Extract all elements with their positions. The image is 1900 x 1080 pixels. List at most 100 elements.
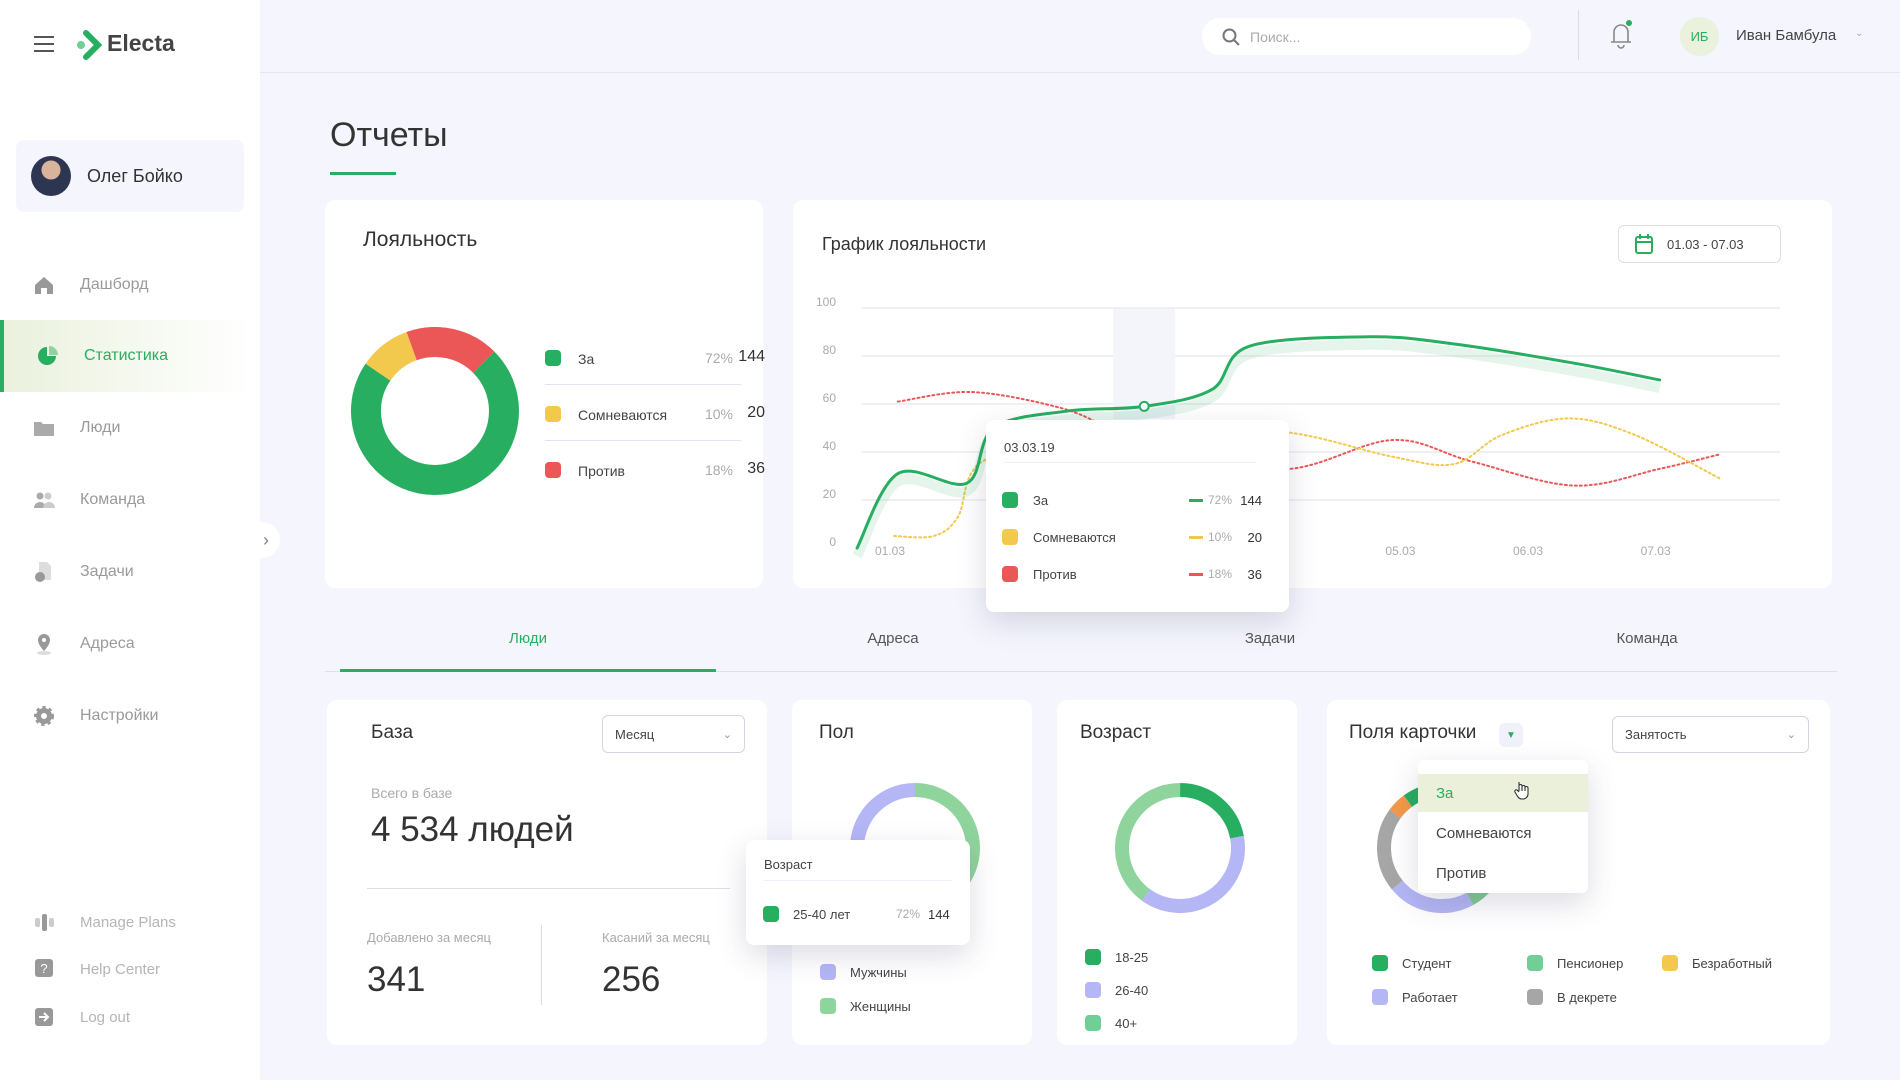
date-range-button[interactable]: 01.03 - 07.03 xyxy=(1618,225,1781,263)
user-name[interactable]: Иван Бамбула xyxy=(1736,27,1837,44)
sidebar-item-7[interactable]: Настройки xyxy=(0,680,252,752)
avatar xyxy=(31,156,71,196)
sidebar-item-label: Адреса xyxy=(80,635,135,652)
base-title: База xyxy=(371,722,414,743)
search-placeholder: Поиск... xyxy=(1250,28,1301,45)
series-line-за[interactable] xyxy=(855,335,1662,550)
y-tick-label: 40 xyxy=(823,439,837,453)
legend-swatch xyxy=(820,998,836,1014)
period-value: Месяц xyxy=(615,726,655,742)
tooltip-row-label: Сомневаются xyxy=(1033,530,1116,545)
tooltip-title: Возраст xyxy=(764,857,813,872)
legend-label: Работает xyxy=(1402,989,1458,1005)
sidebar-item-label: Команда xyxy=(80,491,146,508)
tab-4[interactable]: Команда xyxy=(1616,630,1678,647)
tooltip-row-percent: 18% xyxy=(1208,567,1233,581)
sidebar-manage-plans-link[interactable]: Manage Plans xyxy=(0,904,252,940)
legend-label: 40+ xyxy=(1115,1015,1138,1031)
hover-column xyxy=(1113,309,1176,419)
loyalty-chart-card: График лояльности 01.03 - 07.03 xyxy=(793,200,1832,588)
dropdown-option[interactable]: Сомневаются xyxy=(1436,824,1532,842)
legend-percent: 18% xyxy=(704,462,733,478)
sidebar-item-2[interactable]: Статистика xyxy=(0,320,252,392)
legend-swatch xyxy=(1002,529,1018,545)
user-menu-chevron-icon[interactable]: ⌄ xyxy=(1855,28,1864,39)
y-tick-label: 80 xyxy=(823,343,837,357)
help-icon: ? xyxy=(35,959,53,977)
bell-icon[interactable] xyxy=(1608,18,1634,50)
chevron-down-icon: ⌄ xyxy=(722,728,732,741)
employment-select[interactable]: Занятость ⌄ xyxy=(1612,716,1809,753)
age-donut xyxy=(1115,783,1245,913)
notification-dot xyxy=(1626,20,1632,26)
date-range-label: 01.03 - 07.03 xyxy=(1667,236,1744,252)
sidebar-item-6[interactable]: Адреса xyxy=(0,608,252,680)
gear-icon xyxy=(34,706,54,726)
legend-label: Против xyxy=(578,463,625,479)
tab-2[interactable]: Адреса xyxy=(867,630,919,647)
touches-value: 256 xyxy=(602,960,661,999)
tooltip-row-percent: 10% xyxy=(1208,530,1233,544)
x-tick-label: 05.03 xyxy=(1385,544,1415,558)
dropdown-option[interactable]: За xyxy=(1418,774,1588,812)
tab-3[interactable]: Задачи xyxy=(1244,630,1296,647)
legend-item: 18-25 xyxy=(1085,949,1148,965)
tooltip-percent: 72% xyxy=(896,907,921,921)
legend-swatch xyxy=(763,906,779,922)
legend-swatch xyxy=(1527,955,1543,971)
x-tick-label: 01.03 xyxy=(875,544,905,558)
tooltip-row-value: 20 xyxy=(1247,530,1262,545)
tooltip-divider xyxy=(1004,462,1256,463)
legend-item: Работает xyxy=(1372,989,1458,1005)
hover-point[interactable] xyxy=(1138,400,1150,412)
y-tick-label: 20 xyxy=(823,487,837,501)
profile-card[interactable]: Олег Бойко xyxy=(16,140,244,212)
sidebar-item-3[interactable]: Люди xyxy=(0,392,252,464)
period-select[interactable]: Месяц ⌄ xyxy=(602,715,745,753)
sidebar-item-1[interactable]: Дашборд xyxy=(0,249,252,321)
series-glow xyxy=(852,339,1661,559)
users-icon xyxy=(34,492,55,508)
hamburger-menu-icon[interactable] xyxy=(34,36,54,52)
legend-swatch xyxy=(1002,566,1018,582)
legend-swatch xyxy=(1085,1015,1101,1031)
loyalty-donut xyxy=(351,327,519,495)
legend-swatch xyxy=(545,462,561,478)
dropdown-option[interactable]: Против xyxy=(1436,864,1487,882)
x-tick-label: 07.03 xyxy=(1641,544,1671,558)
age-card: Возраст 18-25 26-40 40+ xyxy=(1057,700,1297,1045)
series-line-против[interactable] xyxy=(896,390,1721,487)
donut-segment-безработный xyxy=(1377,783,1507,913)
legend-swatch xyxy=(1372,989,1388,1005)
tooltip-label: 25-40 лет xyxy=(793,907,851,922)
y-tick-label: 0 xyxy=(829,535,836,549)
legend-swatch xyxy=(1002,492,1018,508)
legend-label: В декрете xyxy=(1557,989,1617,1005)
divider xyxy=(545,440,741,441)
tab-1[interactable]: Люди xyxy=(509,630,547,647)
user-avatar[interactable]: ИБ xyxy=(1680,17,1719,56)
tooltip-row-label: За xyxy=(1033,493,1049,508)
sidebar-log-out-link[interactable]: Log out xyxy=(0,999,252,1035)
tooltip-value: 144 xyxy=(928,907,950,922)
divider xyxy=(367,888,730,889)
sidebar-item-5[interactable]: Задачи xyxy=(0,536,252,608)
legend-swatch xyxy=(545,406,561,422)
legend-percent: 10% xyxy=(704,406,733,422)
loyalty-title: Лояльность xyxy=(363,228,478,251)
legend-swatch xyxy=(820,964,836,980)
task-clock-icon xyxy=(35,562,51,582)
x-tick-label: 06.03 xyxy=(1513,544,1543,558)
pie-chart-icon xyxy=(38,346,58,365)
legend-label: 18-25 xyxy=(1115,949,1149,965)
card-fields-title: Поля карточки xyxy=(1349,722,1477,743)
search-input[interactable]: Поиск... xyxy=(1202,18,1531,55)
sidebar-item-label: Настройки xyxy=(80,707,159,724)
sidebar-item-4[interactable]: Команда xyxy=(0,464,252,536)
collapse-sidebar-chevron-icon[interactable]: › xyxy=(252,522,280,558)
line-chart: 02040608010001.0302.0303.0304.0305.0306.… xyxy=(816,295,1780,559)
total-label: Всего в базе xyxy=(371,785,453,801)
fields-dropdown-toggle-icon[interactable]: ▼ xyxy=(1499,723,1523,747)
svg-text:?: ? xyxy=(40,961,47,976)
sidebar-help-center-link[interactable]: ? Help Center xyxy=(0,951,252,987)
